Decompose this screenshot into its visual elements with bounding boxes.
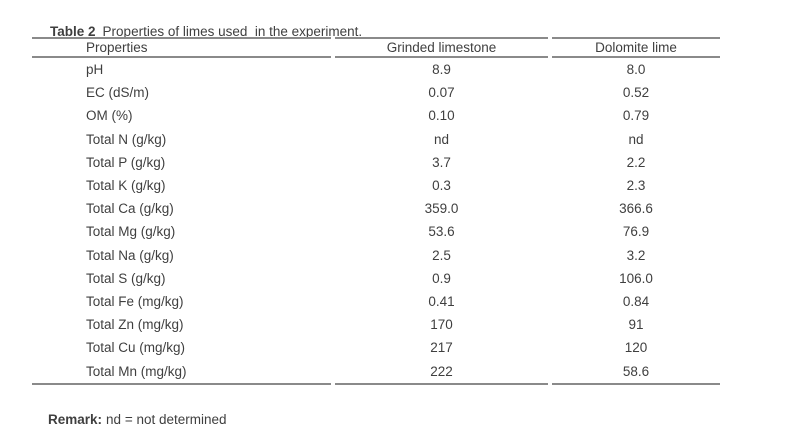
property-cell: pH [86, 62, 104, 78]
property-cell: Total Zn (mg/kg) [86, 317, 184, 333]
property-cell: EC (dS/m) [86, 85, 150, 101]
property-cell: Total Cu (mg/kg) [86, 340, 186, 356]
grinded-limestone-value: 53.6 [428, 224, 455, 240]
table-caption: Table 2 Properties of limes used in the e… [35, 8, 362, 56]
property-cell: Total Mn (mg/kg) [32, 359, 331, 385]
grinded-limestone-value: 3.7 [432, 154, 451, 170]
grinded-limestone-value: 8.9 [432, 62, 451, 78]
table-caption-label: Table 2 [50, 24, 96, 39]
property-cell: Total Mg (g/kg) [86, 224, 176, 240]
column-header-properties: Properties [32, 37, 331, 58]
remark-text: nd = not determined [106, 412, 227, 427]
property-cell: Total P (g/kg) [86, 154, 166, 170]
dolomite-lime-value: 8.0 [626, 62, 646, 78]
remark: Remark: nd = not determined [33, 396, 227, 444]
dolomite-lime-value: 2.2 [626, 154, 646, 170]
dolomite-lime-value: 106.0 [619, 270, 653, 286]
table-caption-text: Properties of limes used in the experime… [102, 24, 363, 39]
grinded-limestone-value: 0.10 [428, 108, 455, 124]
grinded-limestone-value: 0.41 [428, 293, 455, 309]
property-cell: OM (%) [86, 108, 133, 124]
dolomite-lime-value: 3.2 [626, 247, 646, 263]
dolomite-lime-value: 0.79 [622, 108, 650, 124]
property-cell: Total S (g/kg) [86, 270, 166, 286]
property-cell: Total N (g/kg) [86, 131, 167, 147]
grinded-limestone-value: 222 [335, 359, 548, 385]
dolomite-lime-value: 0.84 [622, 293, 650, 309]
dolomite-lime-value: 58.6 [552, 359, 720, 385]
grinded-limestone-value: 359.0 [424, 201, 459, 217]
dolomite-lime-value: 366.6 [619, 201, 653, 217]
dolomite-lime-value: 0.52 [622, 85, 650, 101]
grinded-limestone-value: 2.5 [432, 247, 451, 263]
dolomite-lime-value: 76.9 [622, 224, 650, 240]
column-header-dolomite-lime: Dolomite lime [552, 37, 720, 58]
grinded-limestone-value: 0.3 [432, 178, 451, 194]
property-cell: Total Na (g/kg) [86, 247, 174, 263]
grinded-limestone-value: 0.07 [428, 85, 455, 101]
property-cell: Total Fe (mg/kg) [86, 293, 184, 309]
properties-table: Properties Grinded limestone Dolomite li… [32, 37, 720, 385]
property-cell: Total Ca (g/kg) [86, 201, 174, 217]
dolomite-lime-value: nd [628, 131, 644, 147]
dolomite-lime-value: 91 [628, 317, 644, 333]
dolomite-lime-value: 120 [624, 340, 648, 356]
grinded-limestone-value: 217 [430, 340, 453, 356]
grinded-limestone-value: 0.9 [432, 270, 451, 286]
remark-label: Remark: [48, 412, 103, 427]
dolomite-lime-value: 2.3 [626, 178, 646, 194]
grinded-limestone-value: nd [433, 131, 450, 147]
column-header-grinded-limestone: Grinded limestone [335, 37, 548, 58]
property-cell: Total K (g/kg) [86, 178, 166, 194]
paper-page: Table 2 Properties of limes used in the e… [32, 8, 720, 427]
grinded-limestone-value: 170 [430, 317, 453, 333]
